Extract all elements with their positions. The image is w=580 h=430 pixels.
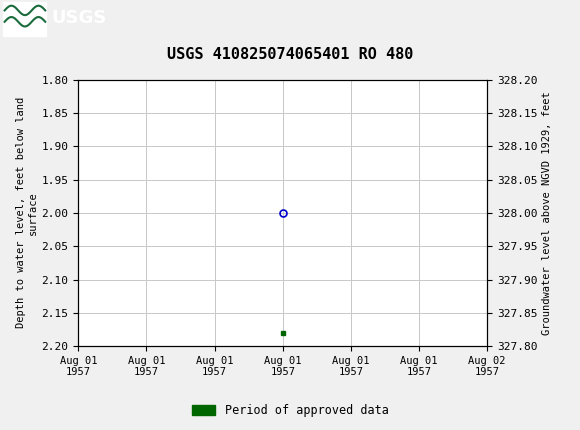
- Y-axis label: Groundwater level above NGVD 1929, feet: Groundwater level above NGVD 1929, feet: [542, 91, 552, 335]
- Y-axis label: Depth to water level, feet below land
surface: Depth to water level, feet below land su…: [16, 97, 38, 329]
- Bar: [3, 2, 46, 36]
- Text: USGS: USGS: [51, 9, 106, 27]
- Legend: Period of approved data: Period of approved data: [187, 399, 393, 422]
- Text: USGS 410825074065401 RO 480: USGS 410825074065401 RO 480: [167, 47, 413, 62]
